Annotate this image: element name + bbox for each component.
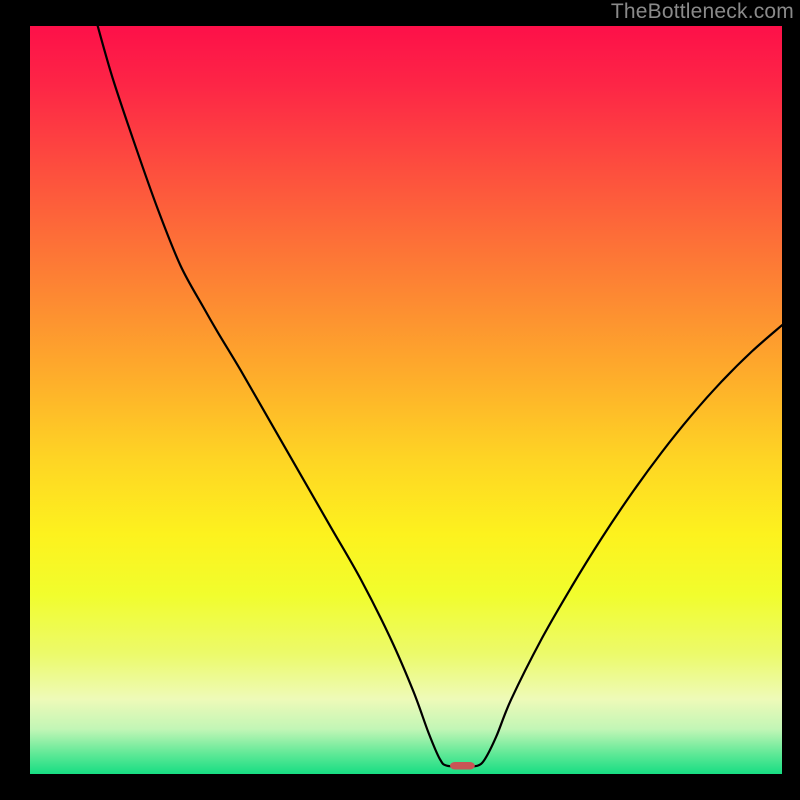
watermark-text: TheBottleneck.com	[611, 0, 794, 24]
chart-frame: TheBottleneck.com	[0, 0, 800, 800]
optimal-marker	[450, 762, 475, 769]
gradient-background	[30, 26, 782, 774]
plot-area	[30, 26, 782, 774]
bottleneck-curve-chart	[30, 26, 782, 774]
